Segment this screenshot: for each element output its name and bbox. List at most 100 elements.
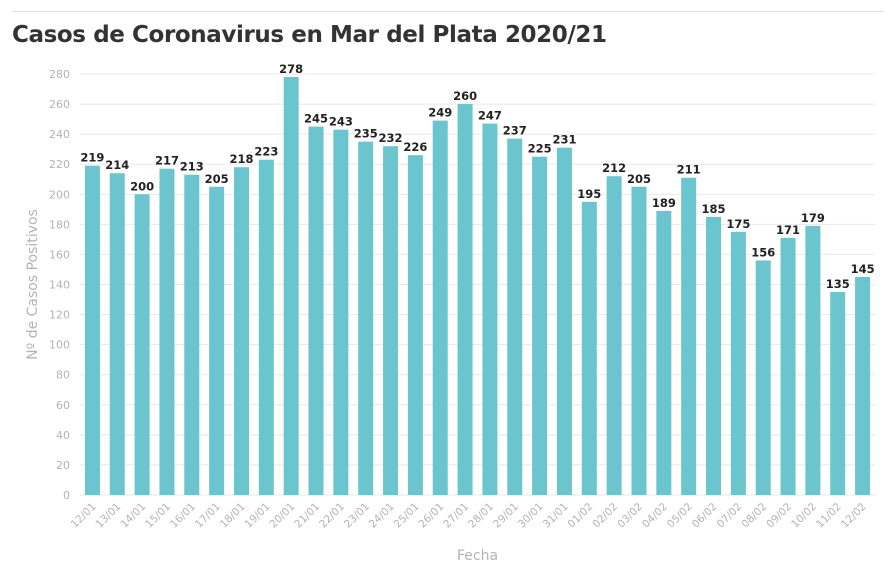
x-tick-label: 23/01 <box>342 501 372 531</box>
bar <box>308 126 324 495</box>
top-divider <box>12 11 884 12</box>
x-tick-label: 22/01 <box>317 501 347 531</box>
x-axis-ticks: 12/0113/0114/0115/0116/0117/0118/0119/01… <box>69 501 869 531</box>
y-axis-ticks: 0 20 40 60 80 100 120 140 160 180 200 220 240 260 280 <box>49 68 70 502</box>
x-tick-label: 20/01 <box>267 501 297 531</box>
x-tick-label: 27/01 <box>441 501 471 531</box>
bar <box>656 210 672 495</box>
y-tick-label: 80 <box>56 369 70 382</box>
bar <box>606 176 622 495</box>
x-tick-label: 07/02 <box>715 501 745 531</box>
data-label: 179 <box>801 211 825 225</box>
x-tick-label: 05/02 <box>665 501 695 531</box>
x-tick-label: 15/01 <box>143 501 173 531</box>
bars <box>84 77 871 496</box>
data-label: 223 <box>254 145 278 159</box>
x-tick-label: 26/01 <box>416 501 446 531</box>
y-tick-label: 160 <box>49 248 70 261</box>
bar <box>556 147 572 496</box>
x-tick-label: 04/02 <box>640 501 670 531</box>
x-tick-label: 29/01 <box>491 501 521 531</box>
data-label: 218 <box>229 152 253 166</box>
data-label: 214 <box>105 158 129 172</box>
data-label: 171 <box>776 223 800 237</box>
y-tick-label: 180 <box>49 218 70 231</box>
x-tick-label: 19/01 <box>243 501 273 531</box>
bar <box>855 276 871 495</box>
y-tick-label: 220 <box>49 158 70 171</box>
data-label: 226 <box>403 140 427 154</box>
x-tick-label: 21/01 <box>292 501 322 531</box>
bar <box>532 156 548 496</box>
x-tick-label: 14/01 <box>118 501 148 531</box>
bar <box>134 194 150 496</box>
y-tick-label: 200 <box>49 188 70 201</box>
x-tick-label: 31/01 <box>541 501 571 531</box>
x-tick-label: 11/02 <box>814 501 844 531</box>
data-label: 211 <box>677 163 701 177</box>
data-label: 213 <box>180 160 204 174</box>
bar <box>755 260 771 495</box>
data-label: 249 <box>428 106 452 120</box>
data-label: 200 <box>130 179 154 193</box>
chart-title: Casos de Coronavirus en Mar del Plata 20… <box>12 22 607 48</box>
x-tick-label: 10/02 <box>789 501 819 531</box>
x-tick-label: 12/01 <box>69 501 99 531</box>
x-tick-label: 08/02 <box>739 501 769 531</box>
y-tick-label: 260 <box>49 98 70 111</box>
bar <box>457 104 473 496</box>
bar <box>730 231 746 495</box>
y-tick-label: 240 <box>49 128 70 141</box>
bar <box>258 159 274 496</box>
bar <box>631 186 647 495</box>
data-label: 135 <box>826 277 850 291</box>
x-tick-label: 06/02 <box>690 501 720 531</box>
bar <box>780 237 796 495</box>
data-label: 205 <box>205 172 229 186</box>
y-axis-title: Nº de Casos Positivos <box>25 209 41 360</box>
y-tick-label: 280 <box>49 68 70 81</box>
x-tick-label: 13/01 <box>94 501 124 531</box>
bar <box>358 141 374 496</box>
y-tick-label: 0 <box>63 489 70 502</box>
data-label: 245 <box>304 112 328 126</box>
data-label: 205 <box>627 172 651 186</box>
x-tick-label: 03/02 <box>615 501 645 531</box>
data-label: 195 <box>577 187 601 201</box>
y-tick-label: 60 <box>56 399 70 412</box>
data-label: 185 <box>702 202 726 216</box>
bar <box>407 155 423 495</box>
bar <box>159 168 175 495</box>
y-tick-label: 100 <box>49 339 70 352</box>
bar <box>383 146 399 495</box>
bar <box>283 77 299 495</box>
bar <box>109 173 125 495</box>
bar <box>84 165 100 496</box>
x-tick-label: 30/01 <box>516 501 546 531</box>
bar <box>681 177 697 495</box>
data-label: 212 <box>602 161 626 175</box>
bar <box>209 186 225 495</box>
x-tick-label: 12/02 <box>839 501 869 531</box>
x-tick-label: 28/01 <box>466 501 496 531</box>
y-tick-label: 40 <box>56 429 70 442</box>
data-label: 235 <box>354 127 378 141</box>
data-label: 156 <box>751 245 775 259</box>
bar <box>432 120 448 495</box>
data-label: 217 <box>155 154 179 168</box>
data-label: 189 <box>652 196 676 210</box>
data-label: 225 <box>528 142 552 156</box>
x-tick-label: 16/01 <box>168 501 198 531</box>
data-label: 145 <box>851 262 875 276</box>
data-label: 278 <box>279 62 303 76</box>
x-tick-label: 09/02 <box>764 501 794 531</box>
bar <box>581 201 597 495</box>
x-tick-label: 24/01 <box>367 501 397 531</box>
data-label: 243 <box>329 115 353 129</box>
x-axis-title: Fecha <box>457 548 498 564</box>
x-tick-label: 18/01 <box>218 501 248 531</box>
bar <box>482 123 498 495</box>
data-label: 175 <box>726 217 750 231</box>
